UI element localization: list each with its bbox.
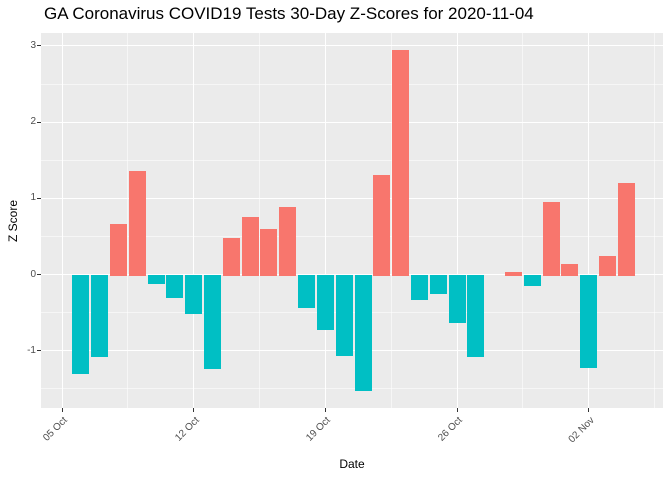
bar-negative <box>467 274 485 358</box>
bar-positive <box>373 174 391 276</box>
y-tick-label: -1 <box>27 344 36 356</box>
bar-positive <box>599 255 616 276</box>
bar-negative <box>316 274 334 331</box>
x-tick-mark <box>588 408 590 412</box>
y-tick-mark <box>37 274 41 276</box>
bar-negative <box>335 274 353 357</box>
plot-panel <box>41 33 663 408</box>
y-tick-mark <box>37 350 41 352</box>
y-axis-title-text: Z Score <box>6 199 21 242</box>
bar-positive <box>260 228 278 276</box>
x-tick-mark <box>193 408 195 412</box>
bar-negative <box>523 274 541 286</box>
gridline-major-vertical <box>61 33 63 408</box>
gridline-major-horizontal <box>41 121 663 123</box>
bar-negative <box>72 274 90 374</box>
gridline-minor-horizontal <box>41 83 663 85</box>
gridline-major-vertical <box>588 33 590 408</box>
bar-negative <box>429 274 447 294</box>
bar-positive <box>504 271 522 276</box>
x-tick-mark <box>61 408 63 412</box>
gridline-major-horizontal <box>41 197 663 199</box>
gridline-major-horizontal <box>41 45 663 47</box>
chart-title: GA Coronavirus COVID19 Tests 30-Day Z-Sc… <box>44 4 534 23</box>
bar-positive <box>222 238 240 276</box>
bar-positive <box>561 263 579 276</box>
bar-positive <box>241 217 259 276</box>
gridline-major-vertical <box>193 33 195 408</box>
bar-positive <box>617 183 635 276</box>
bar-positive <box>109 223 127 276</box>
gridline-minor-horizontal <box>41 236 663 237</box>
bar-negative <box>204 274 222 370</box>
gridline-minor-vertical <box>259 33 261 408</box>
bar-negative <box>147 274 165 284</box>
gridline-minor-horizontal <box>41 388 663 390</box>
y-tick-label: 0 <box>30 268 36 280</box>
bar-negative <box>166 274 184 299</box>
bar-negative <box>91 274 109 358</box>
bar-positive <box>128 170 146 276</box>
gridline-major-vertical <box>324 33 326 408</box>
y-tick-label: 1 <box>30 192 36 204</box>
bar-negative <box>354 274 372 391</box>
y-tick-mark <box>37 121 41 123</box>
bar-negative <box>410 274 428 300</box>
x-tick-mark <box>324 408 326 412</box>
y-tick-mark <box>37 45 41 47</box>
x-tick-mark <box>456 408 458 412</box>
x-axis-title: Date <box>339 457 365 471</box>
y-tick-label: 3 <box>30 39 36 51</box>
bar-negative <box>185 274 203 314</box>
gridline-minor-vertical <box>654 33 656 408</box>
gridline-minor-horizontal <box>41 159 663 161</box>
bar-positive <box>542 202 560 276</box>
gridline-minor-vertical <box>127 33 129 408</box>
bar-negative <box>298 274 316 309</box>
y-tick-mark <box>37 197 41 199</box>
bar-negative <box>448 274 466 323</box>
gridline-major-vertical <box>456 33 458 408</box>
bar-positive <box>279 206 297 276</box>
bar-negative <box>580 274 598 368</box>
bar-positive <box>392 49 410 276</box>
gridline-minor-vertical <box>522 33 524 408</box>
gridline-minor-vertical <box>390 33 392 408</box>
y-tick-label: 2 <box>30 116 36 128</box>
